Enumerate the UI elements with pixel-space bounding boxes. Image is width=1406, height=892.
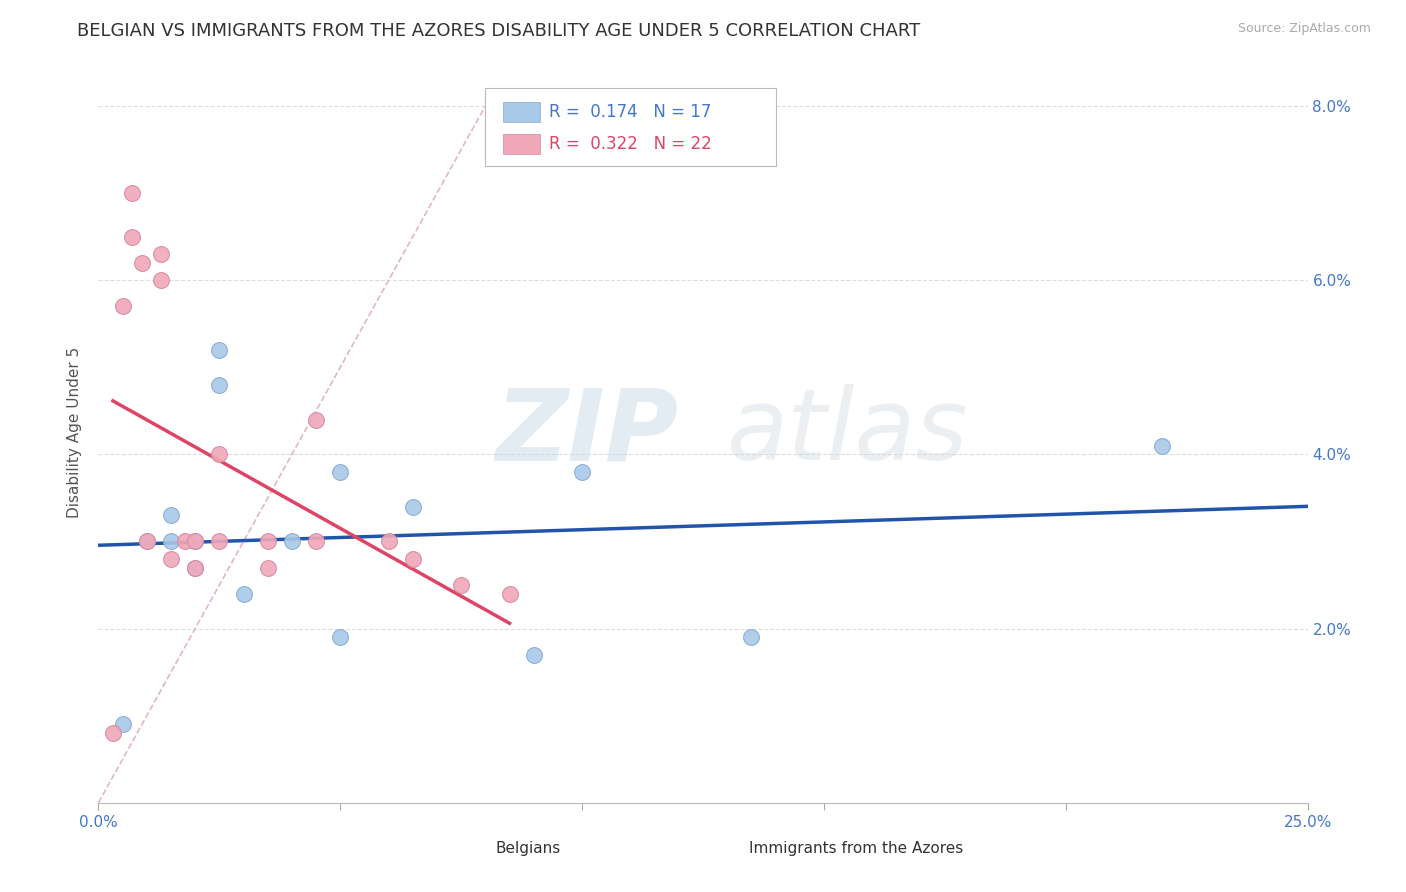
Point <box>184 560 207 574</box>
Y-axis label: Disability Age Under 5: Disability Age Under 5 <box>67 347 83 518</box>
Point <box>281 534 304 549</box>
Point <box>150 273 173 287</box>
Point <box>150 247 173 261</box>
Text: ZIP: ZIP <box>496 384 679 481</box>
Point <box>174 534 197 549</box>
Point <box>135 534 157 549</box>
Text: Immigrants from the Azores: Immigrants from the Azores <box>749 841 963 856</box>
Point <box>208 534 231 549</box>
Point <box>184 560 207 574</box>
Point <box>1152 439 1174 453</box>
Point <box>160 534 183 549</box>
Point <box>402 552 425 566</box>
Text: Belgians: Belgians <box>495 841 560 856</box>
FancyBboxPatch shape <box>503 103 540 121</box>
Point <box>256 560 278 574</box>
Point <box>571 465 593 479</box>
Point <box>208 343 231 357</box>
Point <box>160 508 183 523</box>
Point <box>121 229 143 244</box>
Text: Source: ZipAtlas.com: Source: ZipAtlas.com <box>1237 22 1371 36</box>
Point <box>305 412 328 426</box>
Point <box>184 534 207 549</box>
Point <box>740 630 762 644</box>
Point <box>160 552 183 566</box>
FancyBboxPatch shape <box>716 841 742 857</box>
Point <box>101 726 124 740</box>
Point <box>329 465 352 479</box>
Point <box>208 447 231 461</box>
Point <box>498 587 520 601</box>
Point <box>523 648 546 662</box>
Text: R =  0.322   N = 22: R = 0.322 N = 22 <box>550 135 713 153</box>
Point <box>111 717 134 731</box>
FancyBboxPatch shape <box>485 88 776 166</box>
Text: R =  0.174   N = 17: R = 0.174 N = 17 <box>550 103 711 121</box>
Point <box>111 299 134 313</box>
Text: atlas: atlas <box>727 384 969 481</box>
Point <box>402 500 425 514</box>
Point <box>329 630 352 644</box>
FancyBboxPatch shape <box>461 841 488 857</box>
Point <box>232 587 254 601</box>
Point <box>256 534 278 549</box>
Text: BELGIAN VS IMMIGRANTS FROM THE AZORES DISABILITY AGE UNDER 5 CORRELATION CHART: BELGIAN VS IMMIGRANTS FROM THE AZORES DI… <box>77 22 921 40</box>
Point <box>305 534 328 549</box>
Point <box>121 186 143 200</box>
Point <box>131 256 153 270</box>
Point <box>208 377 231 392</box>
Point <box>450 578 472 592</box>
Point <box>377 534 399 549</box>
Point <box>135 534 157 549</box>
FancyBboxPatch shape <box>503 135 540 153</box>
Point <box>184 534 207 549</box>
